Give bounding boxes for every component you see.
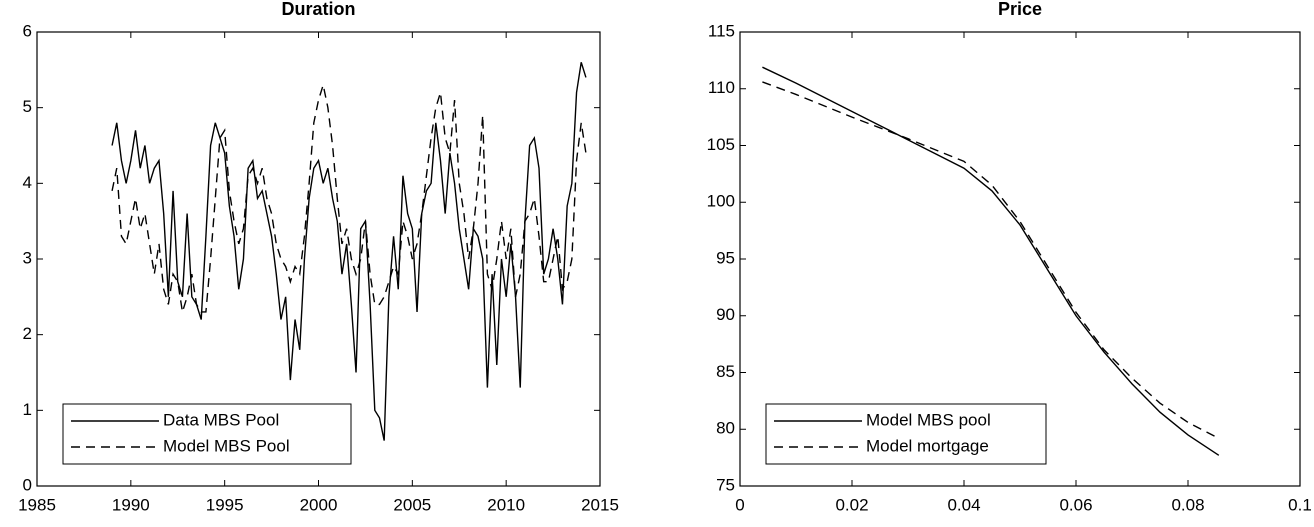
y-tick-label: 1 (23, 400, 32, 419)
chart-title: Duration (282, 0, 356, 19)
y-tick-label: 95 (716, 248, 735, 267)
y-tick-label: 85 (716, 362, 735, 381)
chart-title: Price (998, 0, 1042, 19)
series-line (111, 84, 587, 313)
x-tick-label: 0.06 (1059, 495, 1092, 514)
legend-label: Model MBS pool (866, 410, 991, 429)
x-tick-label: 1995 (206, 495, 244, 514)
y-tick-label: 6 (23, 21, 32, 40)
y-tick-label: 4 (23, 173, 32, 192)
y-tick-label: 5 (23, 97, 32, 116)
series-line (762, 81, 1220, 439)
x-tick-label: 2010 (487, 495, 525, 514)
x-tick-label: 0.08 (1171, 495, 1204, 514)
y-tick-label: 90 (716, 305, 735, 324)
x-tick-label: 2005 (393, 495, 431, 514)
y-tick-label: 110 (708, 78, 735, 97)
legend-label: Model MBS Pool (163, 436, 290, 455)
x-tick-label: 2000 (300, 495, 338, 514)
series-line (111, 62, 587, 441)
y-tick-label: 80 (716, 419, 735, 438)
legend-box (62, 403, 352, 465)
y-tick-label: 3 (23, 248, 32, 267)
legend-label: Data MBS Pool (163, 410, 279, 429)
x-tick-label: 0.02 (835, 495, 868, 514)
x-tick-label: 0.04 (947, 495, 980, 514)
y-tick-label: 105 (707, 135, 735, 154)
x-tick-label: 0.1 (1288, 495, 1312, 514)
y-tick-label: 2 (23, 324, 32, 343)
y-tick-label: 100 (707, 192, 735, 211)
x-tick-label: 0 (735, 495, 744, 514)
legend-label: Model mortgage (866, 436, 989, 455)
x-tick-label: 1985 (18, 495, 56, 514)
legend-box (765, 403, 1047, 465)
y-tick-label: 115 (708, 21, 735, 40)
series-line (762, 66, 1220, 456)
y-tick-label: 0 (23, 475, 32, 494)
y-tick-label: 75 (716, 475, 735, 494)
x-tick-label: 1990 (112, 495, 150, 514)
x-tick-label: 2015 (581, 495, 619, 514)
